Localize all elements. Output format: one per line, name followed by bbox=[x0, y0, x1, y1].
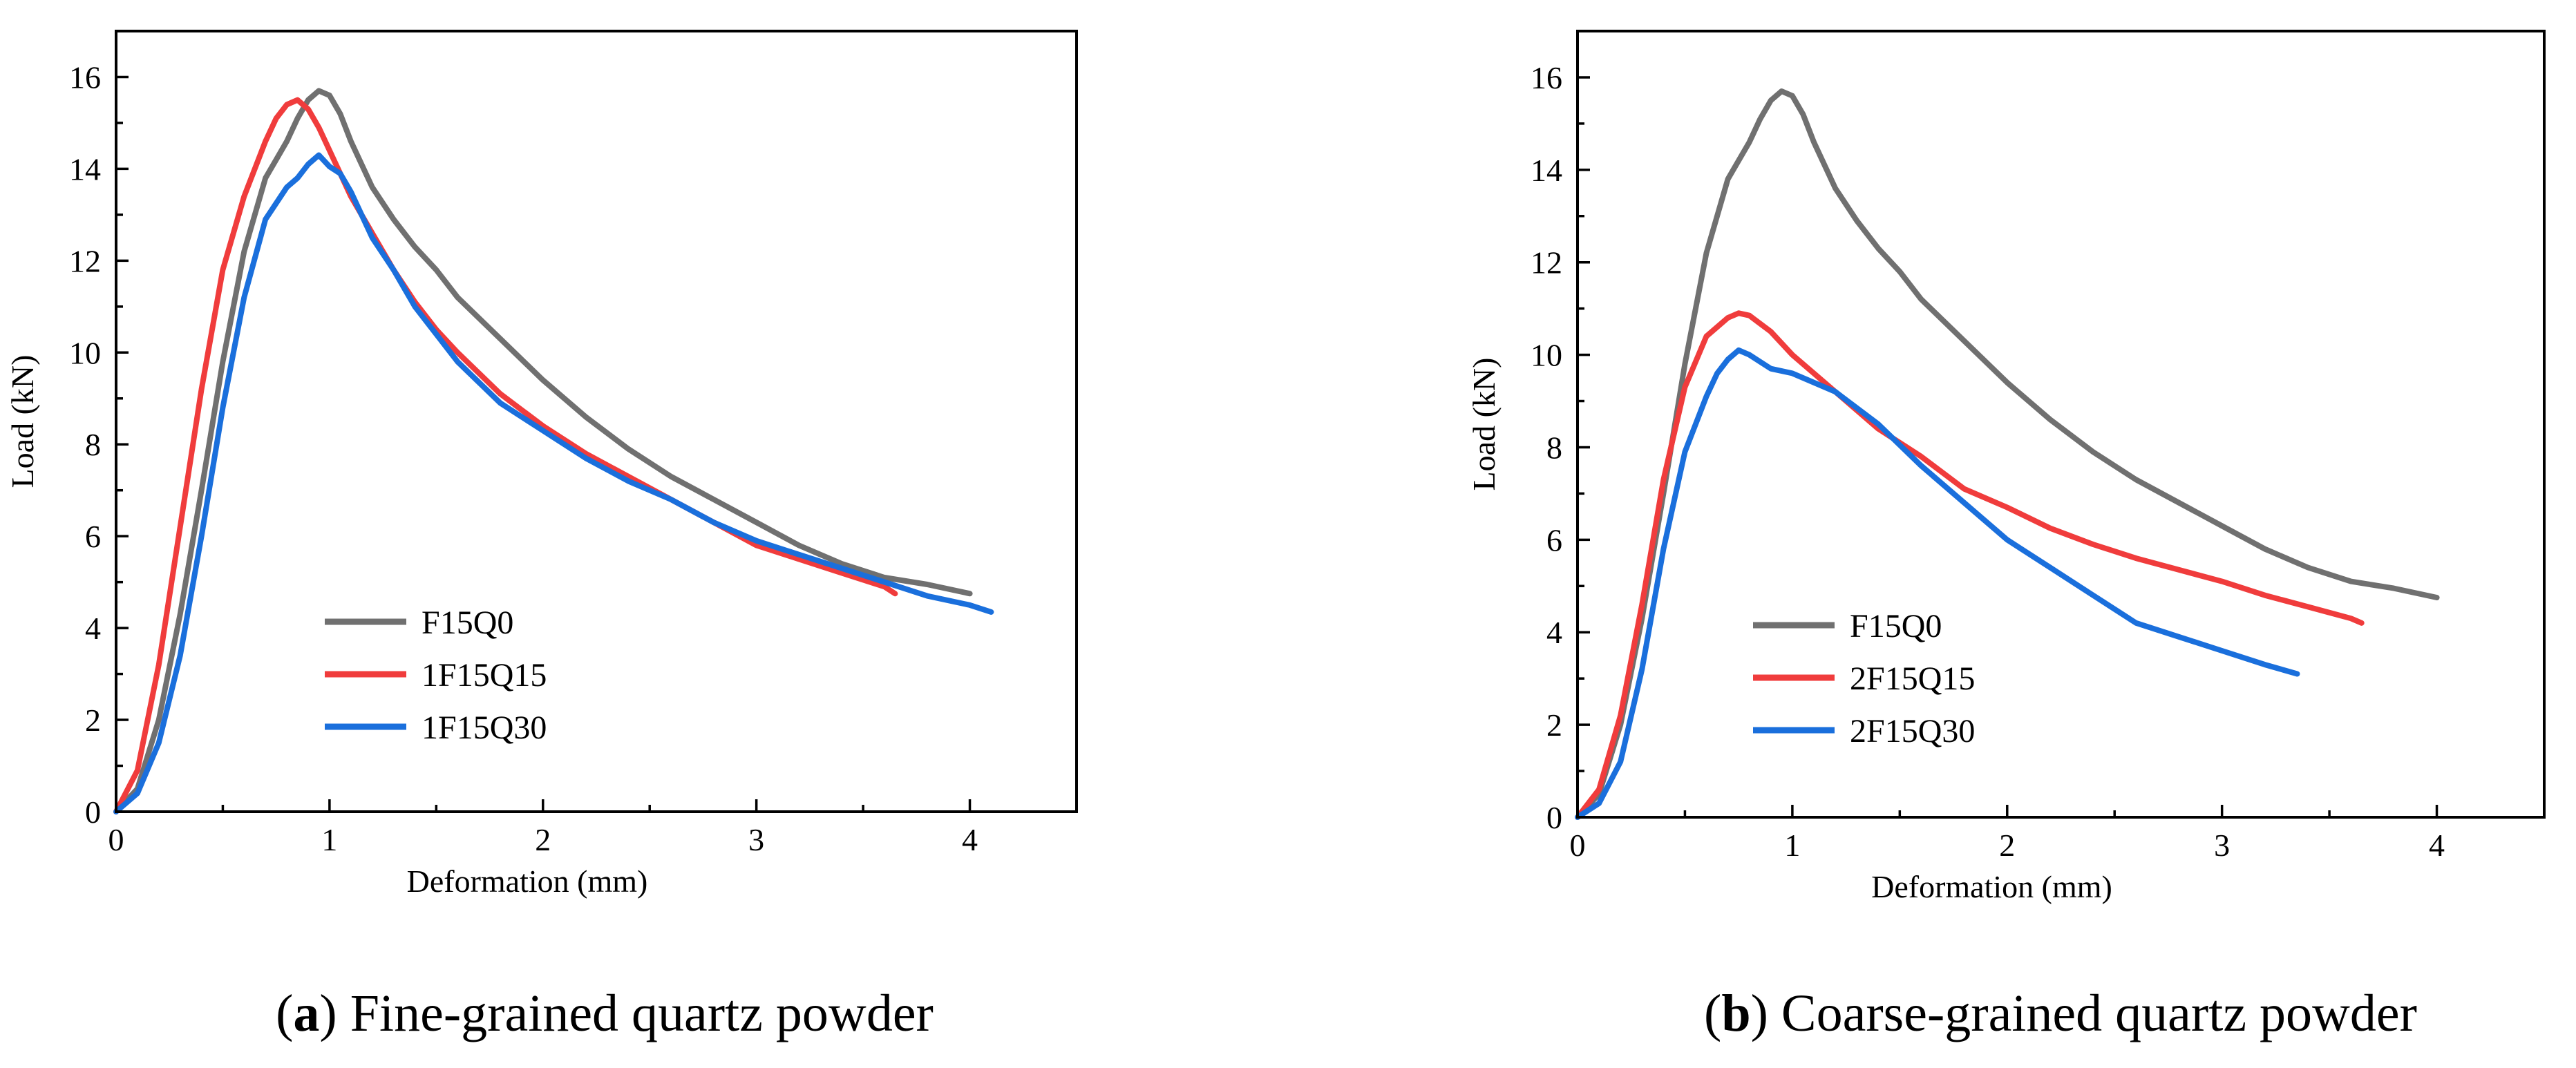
caption-paren-open: ( bbox=[276, 984, 293, 1042]
x-tick-label: 2 bbox=[1999, 828, 2015, 863]
panel-caption: (b) Coarse-grained quartz powder bbox=[1704, 984, 2417, 1042]
y-tick-label: 10 bbox=[1531, 338, 1562, 373]
caption-paren-open: ( bbox=[1704, 984, 1721, 1042]
series-line-1f15q15 bbox=[113, 97, 898, 814]
legend-label: 1F15Q30 bbox=[422, 709, 547, 746]
x-tick-label: 1 bbox=[1784, 828, 1800, 863]
caption-text: Fine-grained quartz powder bbox=[337, 984, 934, 1042]
legend: F15Q0 2F15Q15 2F15Q30 bbox=[1753, 608, 1975, 750]
x-tick-label: 4 bbox=[2429, 828, 2445, 863]
x-tick-label: 2 bbox=[535, 822, 551, 857]
legend-label: F15Q0 bbox=[1850, 608, 1942, 645]
x-tick-label: 4 bbox=[962, 822, 978, 857]
legend-label: F15Q0 bbox=[422, 604, 513, 641]
y-tick-label: 2 bbox=[1546, 707, 1562, 743]
y-tick-label: 12 bbox=[69, 243, 101, 278]
y-axis-title: Load (kN) bbox=[1466, 358, 1502, 491]
plot-frame bbox=[1576, 30, 2546, 819]
series-line-f15q0 bbox=[113, 88, 973, 814]
series-group bbox=[113, 88, 994, 814]
caption-letter: b bbox=[1721, 984, 1750, 1042]
x-tick-label: 3 bbox=[2214, 828, 2230, 863]
x-tick-label: 1 bbox=[321, 822, 337, 857]
series-line-2f15q30 bbox=[1575, 347, 2300, 820]
series-group bbox=[1575, 88, 2440, 820]
y-tick-label: 14 bbox=[69, 151, 101, 187]
legend-label: 2F15Q15 bbox=[1850, 660, 1975, 697]
y-tick-label: 8 bbox=[85, 427, 101, 462]
plot-frame bbox=[115, 30, 1078, 813]
y-tick-label: 14 bbox=[1531, 153, 1562, 188]
legend-label: 1F15Q15 bbox=[422, 657, 547, 694]
legend-label: 2F15Q30 bbox=[1850, 713, 1975, 750]
panel-caption: (a) Fine-grained quartz powder bbox=[276, 984, 934, 1042]
x-axis-title: Deformation (mm) bbox=[407, 864, 648, 899]
y-axis-title: Load (kN) bbox=[5, 355, 40, 488]
y-tick-label: 16 bbox=[1531, 60, 1562, 95]
y-tick-label: 6 bbox=[1546, 522, 1562, 557]
caption-text: Coarse-grained quartz powder bbox=[1768, 984, 2417, 1042]
y-tick-label: 4 bbox=[85, 611, 101, 646]
legend: F15Q0 1F15Q15 1F15Q30 bbox=[325, 604, 547, 746]
x-tick-label: 0 bbox=[108, 822, 124, 857]
caption-letter: a bbox=[293, 984, 319, 1042]
y-tick-label: 0 bbox=[1546, 800, 1562, 835]
y-tick-label: 8 bbox=[1546, 430, 1562, 465]
x-axis-title: Deformation (mm) bbox=[1871, 869, 2112, 904]
x-tick-label: 0 bbox=[1570, 828, 1586, 863]
y-tick-label: 12 bbox=[1531, 245, 1562, 280]
series-line-f15q0 bbox=[1575, 88, 2440, 820]
y-tick-label: 0 bbox=[85, 794, 101, 830]
x-tick-label: 3 bbox=[748, 822, 764, 857]
y-tick-label: 2 bbox=[85, 703, 101, 738]
caption-paren-close: ) bbox=[319, 984, 337, 1042]
y-tick-label: 6 bbox=[85, 519, 101, 554]
y-tick-label: 16 bbox=[69, 59, 101, 95]
y-tick-label: 4 bbox=[1546, 615, 1562, 650]
caption-paren-close: ) bbox=[1751, 984, 1768, 1042]
y-tick-label: 10 bbox=[69, 335, 101, 370]
series-line-1f15q30 bbox=[113, 152, 994, 814]
